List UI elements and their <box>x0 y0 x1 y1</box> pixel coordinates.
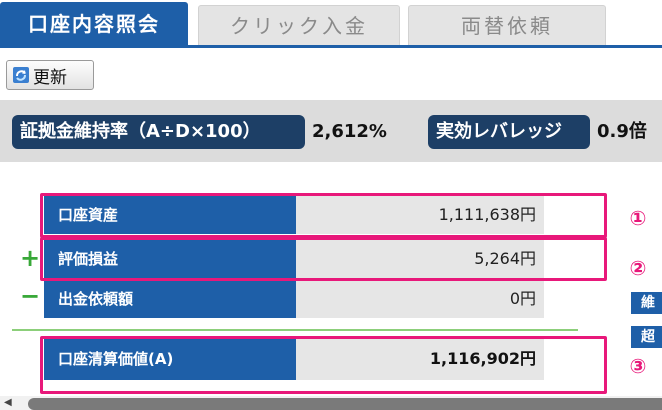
refresh-icon <box>13 67 29 83</box>
row-value: 1,111,638円 <box>296 196 544 234</box>
tab-underline <box>0 45 662 48</box>
marker-3: ③ <box>629 354 647 378</box>
leverage-value: 0.9倍 <box>597 121 647 142</box>
tab-exchange-request[interactable]: 両替依頼 <box>408 5 606 45</box>
row-value: 5,264円 <box>296 240 544 278</box>
margin-ratio-value: 2,612% <box>312 121 387 142</box>
horizontal-scrollbar[interactable]: ◀ <box>0 396 662 410</box>
table-row-unrealized-pl: 評価損益 5,264円 <box>44 240 544 278</box>
row-label: 評価損益 <box>44 240 296 278</box>
leverage-label: 実効レバレッジ <box>428 115 590 149</box>
scroll-left-icon[interactable]: ◀ <box>4 397 12 408</box>
table-row-liquidation-value: 口座清算価値(A) 1,116,902円 <box>44 338 544 380</box>
tab-bar: 口座内容照会 クリック入金 両替依頼 <box>0 0 662 50</box>
tab-click-deposit[interactable]: クリック入金 <box>198 5 400 45</box>
side-tab-maintenance[interactable]: 維 <box>631 292 662 314</box>
divider <box>12 329 578 331</box>
table-row-account-assets: 口座資産 1,111,638円 <box>44 196 544 234</box>
scroll-thumb[interactable] <box>28 398 662 410</box>
plus-sign: + <box>20 244 41 272</box>
marker-2: ② <box>629 256 647 280</box>
marker-1: ① <box>629 206 647 230</box>
refresh-button[interactable]: 更新 <box>6 60 94 90</box>
side-tab-excess[interactable]: 超 <box>631 326 662 348</box>
summary-band: 証拠金維持率（A÷D×100） 2,612% 実効レバレッジ 0.9倍 <box>0 100 662 162</box>
row-value: 1,116,902円 <box>296 338 544 380</box>
table-row-withdrawal-request: 出金依頼額 0円 <box>44 280 544 318</box>
row-label: 出金依頼額 <box>44 280 296 318</box>
tab-account-details[interactable]: 口座内容照会 <box>0 2 188 46</box>
refresh-label: 更新 <box>33 67 67 88</box>
row-value: 0円 <box>296 280 544 318</box>
row-label: 口座清算価値(A) <box>44 338 296 380</box>
margin-ratio-label: 証拠金維持率（A÷D×100） <box>12 115 305 149</box>
minus-sign: − <box>20 282 41 310</box>
row-label: 口座資産 <box>44 196 296 234</box>
